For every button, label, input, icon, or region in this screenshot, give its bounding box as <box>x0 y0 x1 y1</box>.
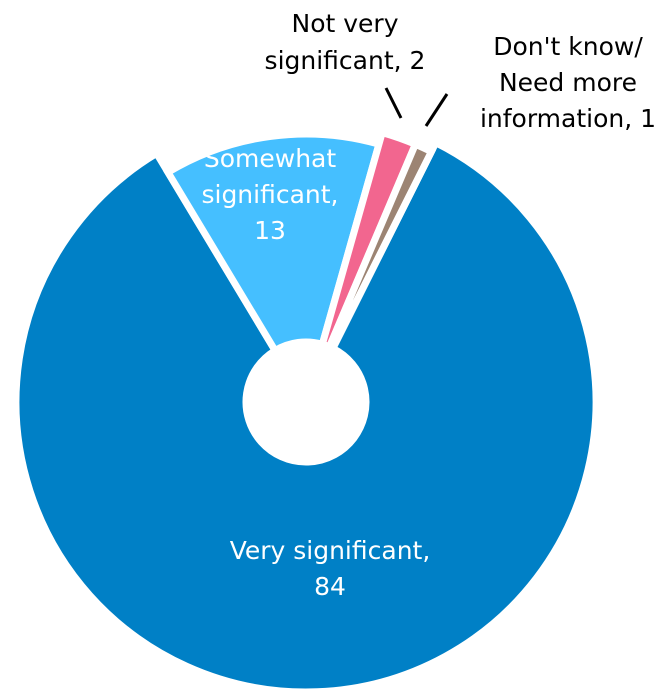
slice-label: significant, 2 <box>265 46 426 75</box>
slice-label: 84 <box>314 572 346 601</box>
slice-label: Not very <box>292 9 399 38</box>
slice-label: Somewhat <box>204 144 337 173</box>
slice-label: significant, <box>201 180 338 209</box>
slice-label: information, 1 <box>480 104 656 133</box>
leader-line <box>384 87 403 119</box>
slice-label: Very significant, <box>230 536 431 565</box>
donut-hole <box>246 342 366 462</box>
slice-label: 13 <box>254 216 286 245</box>
leader-line <box>424 93 449 127</box>
slice-label: Don't know/ <box>493 32 643 61</box>
slice-label: Need more <box>499 68 637 97</box>
